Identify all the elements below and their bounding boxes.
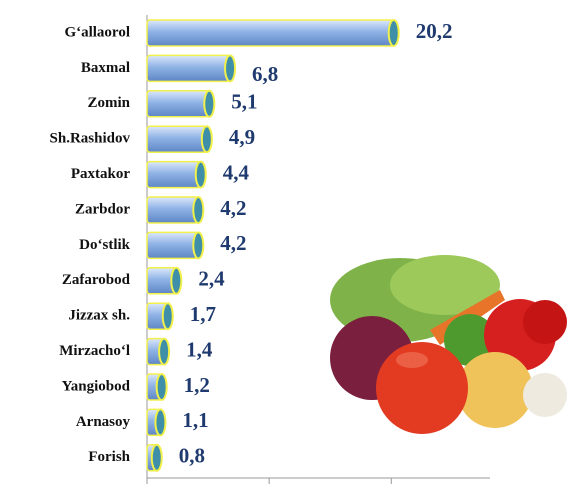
bar [147, 268, 181, 294]
bar [147, 126, 212, 152]
bar-body [147, 20, 394, 46]
bar [147, 162, 206, 188]
value-label: 2,4 [198, 267, 225, 291]
category-label: Zarbdor [75, 201, 130, 217]
bar-cap [202, 126, 212, 152]
category-label: Yangiobod [62, 378, 131, 394]
category-label: Zomin [87, 95, 130, 111]
bar-cap [193, 197, 203, 223]
value-label: 4,9 [229, 125, 255, 149]
category-label: Zafarobod [62, 272, 131, 288]
bar-cap [163, 303, 173, 329]
category-label: Paxtakor [71, 166, 131, 182]
value-label: 4,2 [220, 231, 246, 255]
value-label: 1,4 [186, 337, 213, 361]
bar-cap [193, 232, 203, 258]
value-label: 1,2 [184, 373, 210, 397]
value-label: 1,1 [182, 408, 208, 432]
value-label: 6,8 [252, 62, 278, 86]
bar-body [147, 55, 230, 81]
bar [147, 374, 167, 400]
chart: G‘allaorol 20,2 Baxmal 6,8 Zomin 5,1 Sh.Rashid… [0, 0, 567, 493]
category-label: Mirzacho‘l [59, 343, 130, 359]
bar-body [147, 126, 207, 152]
value-label: 1,7 [190, 302, 216, 326]
category-label: Do‘stlik [79, 237, 130, 253]
bar-body [147, 162, 201, 188]
bar-cap [389, 20, 399, 46]
bar-cap [171, 268, 181, 294]
value-label: 20,2 [416, 19, 453, 43]
bar-body [147, 197, 198, 223]
vegetables-illustration [330, 255, 567, 434]
bar [147, 55, 235, 81]
category-label: Forish [88, 449, 130, 465]
category-label: G‘allaorol [64, 24, 130, 40]
bar-cap [155, 409, 165, 435]
bar [147, 409, 165, 435]
bar [147, 91, 214, 117]
bar [147, 445, 162, 471]
value-label: 4,2 [220, 196, 246, 220]
bar [147, 232, 203, 258]
category-label: Arnasoy [76, 414, 131, 430]
value-label: 4,4 [223, 160, 250, 184]
bar-body [147, 232, 198, 258]
category-label: Jizzax sh. [68, 308, 130, 324]
bar-cap [225, 55, 235, 81]
value-label: 0,8 [179, 444, 205, 468]
bar [147, 339, 169, 365]
bar-cap [152, 445, 162, 471]
bar-cap [204, 91, 214, 117]
category-label: Baxmal [81, 60, 130, 76]
bar [147, 197, 203, 223]
bar-body [147, 91, 209, 117]
bar-cap [196, 162, 206, 188]
bar [147, 20, 399, 46]
value-label: 5,1 [231, 90, 257, 114]
bar-cap [159, 339, 169, 365]
category-label: Sh.Rashidov [50, 131, 131, 147]
bar [147, 303, 173, 329]
bar-cap [157, 374, 167, 400]
